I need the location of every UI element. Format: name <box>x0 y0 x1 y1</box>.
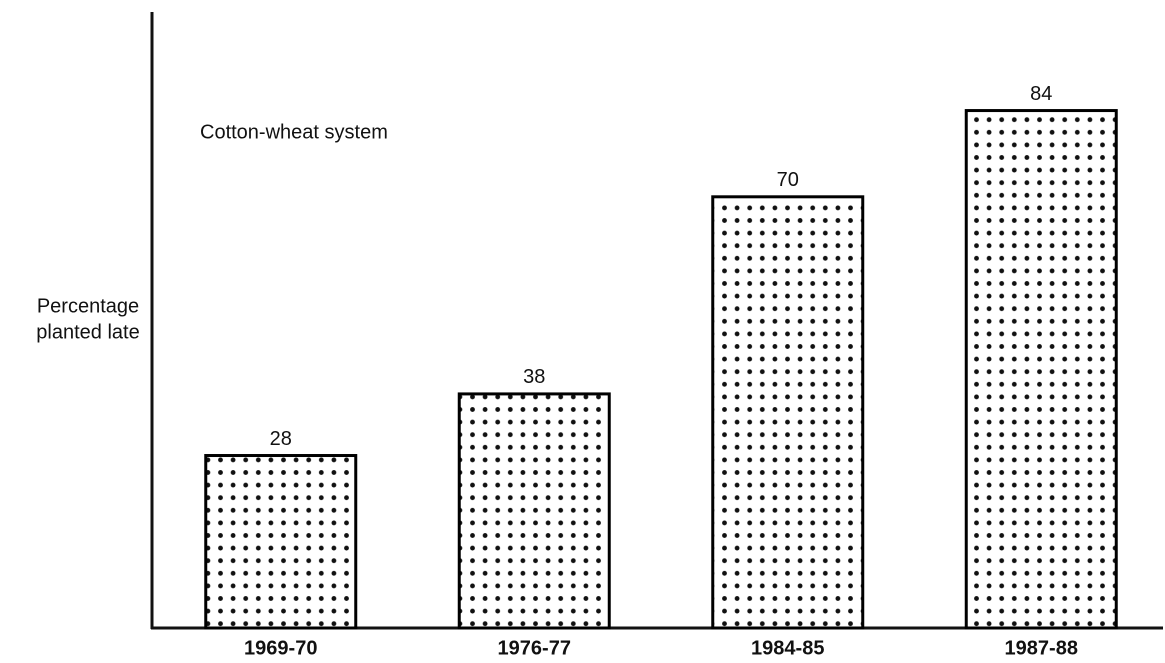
bar <box>457 392 611 630</box>
bar <box>964 109 1118 630</box>
data-label: 28 <box>270 428 292 450</box>
y-axis-label: Percentage <box>37 295 139 317</box>
data-label: 70 <box>777 169 799 191</box>
y-axis-label: planted late <box>36 321 139 343</box>
x-tick-label: 1976-77 <box>498 637 571 659</box>
data-label: 84 <box>1030 83 1052 105</box>
bar <box>204 454 358 630</box>
data-label: 38 <box>523 366 545 388</box>
x-tick-label: 1987-88 <box>1005 637 1078 659</box>
x-tick-label: 1969-70 <box>244 637 317 659</box>
chart-title: Cotton-wheat system <box>200 121 388 143</box>
bar <box>711 195 865 630</box>
x-tick-label: 1984-85 <box>751 637 824 659</box>
